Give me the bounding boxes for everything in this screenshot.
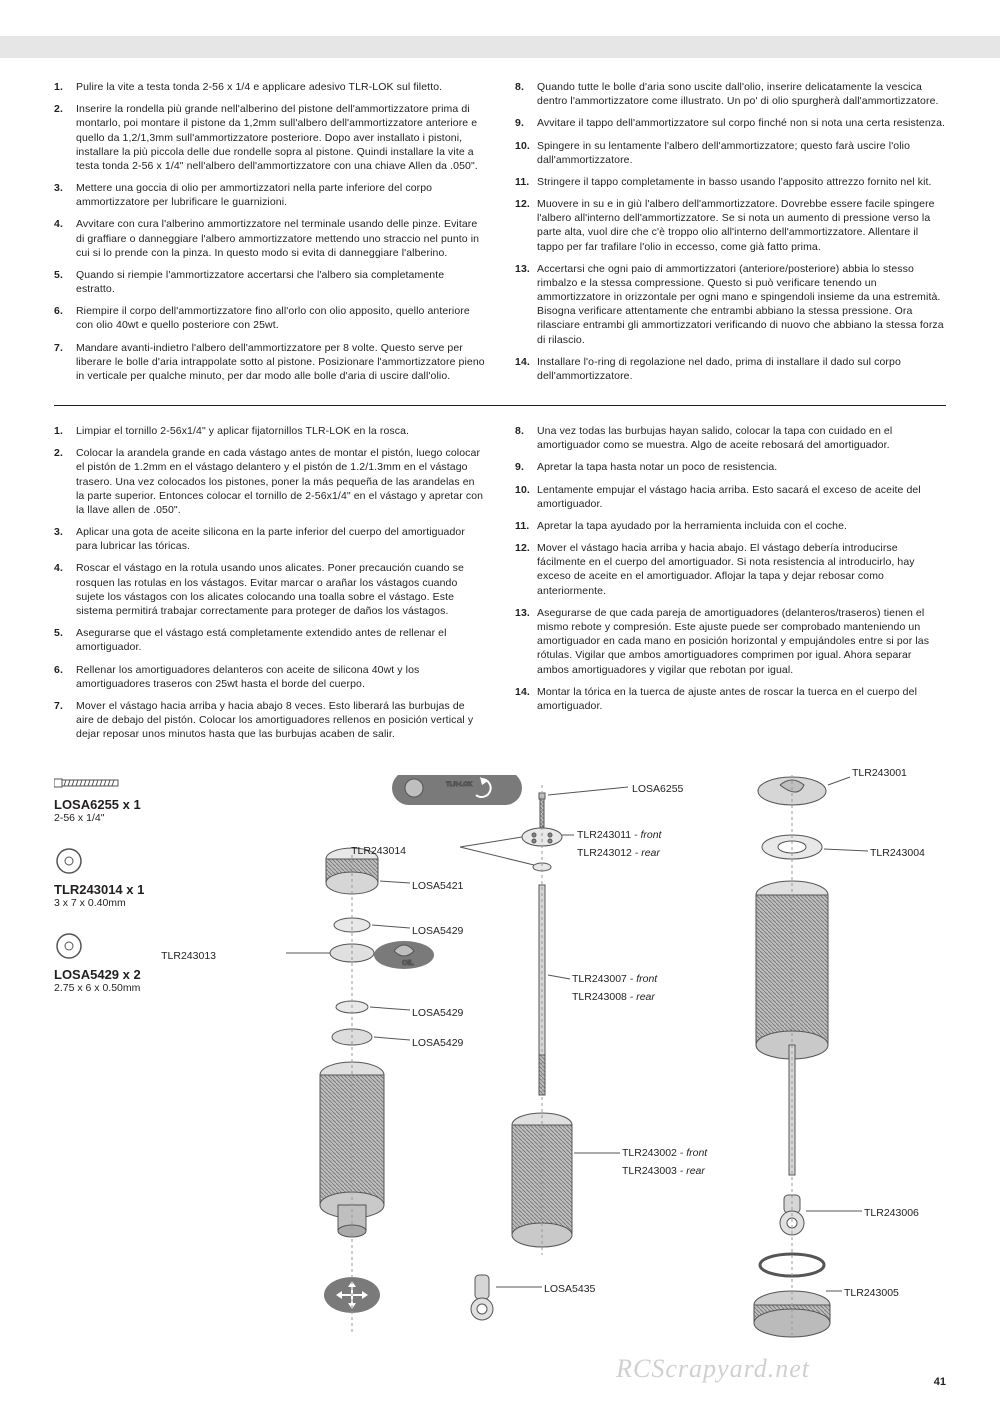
step-item: 12.Muovere in su e in giù l'albero dell'… <box>515 197 946 254</box>
diagram-area: LOSA6255 x 12-56 x 1/4" TLR243014 x 13 x … <box>54 775 946 1375</box>
step-item: 14.Installare l'o-ring di regolazione ne… <box>515 355 946 383</box>
step-item: 13.Accertarsi che ogni paio di ammortizz… <box>515 262 946 347</box>
spanish-left: 1.Limpiar el tornillo 2-56x1/4" y aplica… <box>54 424 485 741</box>
callout-label: LOSA5421 <box>412 880 463 892</box>
callout-label: TLR243005 <box>844 1287 899 1299</box>
callout-label: TLR243013 <box>161 950 216 962</box>
header-bar <box>0 36 1000 58</box>
step-item: 8.Quando tutte le bolle d'aria sono usci… <box>515 80 946 108</box>
callout-label: TLR243012 - rear <box>577 847 660 859</box>
parts-sidebar: LOSA6255 x 12-56 x 1/4" TLR243014 x 13 x … <box>54 775 222 1375</box>
callout-label: TLR243004 <box>870 847 925 859</box>
screw-icon <box>54 775 222 791</box>
italian-right: 8.Quando tutte le bolle d'aria sono usci… <box>515 80 946 383</box>
divider <box>54 405 946 406</box>
section-italian: 1.Pulire la vite a testa tonda 2-56 x 1/… <box>54 80 946 391</box>
callout-label: TLR243007 - front <box>572 973 657 985</box>
callout-label: LOSA5435 <box>544 1283 595 1295</box>
step-item: 13.Asegurarse de que cada pareja de amor… <box>515 606 946 677</box>
part-label: TLR243014 x 1 <box>54 882 222 897</box>
italian-left: 1.Pulire la vite a testa tonda 2-56 x 1/… <box>54 80 485 383</box>
callout-label: LOSA6255 <box>632 783 683 795</box>
step-item: 5.Asegurarse que el vástago está complet… <box>54 626 485 654</box>
step-item: 11.Apretar la tapa ayudado por la herram… <box>515 519 946 533</box>
part-label: LOSA6255 x 1 <box>54 797 222 812</box>
step-item: 10.Lentamente empujar el vástago hacia a… <box>515 483 946 511</box>
part-block: LOSA5429 x 22.75 x 6 x 0.50mm <box>54 931 222 994</box>
step-item: 5.Quando si riempie l'ammortizzatore acc… <box>54 268 485 296</box>
step-item: 3.Mettere una goccia di olio per ammorti… <box>54 181 485 209</box>
step-item: 4.Roscar el vástago en la rotula usando … <box>54 561 485 618</box>
exploded-diagram: TLR-LOK <box>222 775 946 1375</box>
washer-icon <box>54 846 222 876</box>
section-spanish: 1.Limpiar el tornillo 2-56x1/4" y aplica… <box>54 424 946 749</box>
step-item: 9.Apretar la tapa hasta notar un poco de… <box>515 460 946 474</box>
callout-label: TLR243011 - front <box>577 829 661 841</box>
callout-label: TLR243006 <box>864 1207 919 1219</box>
spanish-right: 8.Una vez todas las burbujas hayan salid… <box>515 424 946 713</box>
part-label: LOSA5429 x 2 <box>54 967 222 982</box>
svg-text:TLR-LOK: TLR-LOK <box>446 782 473 788</box>
part-spec: 2-56 x 1/4" <box>54 812 222 824</box>
step-item: 1.Pulire la vite a testa tonda 2-56 x 1/… <box>54 80 485 94</box>
callout-label: TLR243003 - rear <box>622 1165 705 1177</box>
step-item: 9.Avvitare il tappo dell'ammortizzatore … <box>515 116 946 130</box>
step-item: 7.Mandare avanti-indietro l'albero dell'… <box>54 341 485 384</box>
step-item: 6.Riempire il corpo dell'ammortizzatore … <box>54 304 485 332</box>
callout-label: LOSA5429 <box>412 925 463 937</box>
step-item: 4.Avvitare con cura l'alberino ammortizz… <box>54 217 485 260</box>
page-content: 1.Pulire la vite a testa tonda 2-56 x 1/… <box>54 80 946 1375</box>
callout-label: TLR243002 - front <box>622 1147 707 1159</box>
callout-label: LOSA5429 <box>412 1037 463 1049</box>
step-item: 14.Montar la tórica en la tuerca de ajus… <box>515 685 946 713</box>
callout-label: LOSA5429 <box>412 1007 463 1019</box>
part-block: TLR243014 x 13 x 7 x 0.40mm <box>54 846 222 909</box>
step-item: 10.Spingere in su lentamente l'albero de… <box>515 139 946 167</box>
step-item: 6.Rellenar los amortiguadores delanteros… <box>54 663 485 691</box>
step-item: 1.Limpiar el tornillo 2-56x1/4" y aplica… <box>54 424 485 438</box>
step-item: 12.Mover el vástago hacia arriba y hacia… <box>515 541 946 598</box>
part-spec: 2.75 x 6 x 0.50mm <box>54 982 222 994</box>
svg-text:OIL: OIL <box>402 960 414 967</box>
step-item: 2.Colocar la arandela grande en cada vás… <box>54 446 485 517</box>
part-block: LOSA6255 x 12-56 x 1/4" <box>54 775 222 824</box>
callout-label: TLR243014 <box>351 845 406 857</box>
step-item: 8.Una vez todas las burbujas hayan salid… <box>515 424 946 452</box>
step-item: 2.Inserire la rondella più grande nell'a… <box>54 102 485 173</box>
step-item: 3.Aplicar una gota de aceite silicona en… <box>54 525 485 553</box>
callout-label: TLR243001 <box>852 767 907 779</box>
step-item: 11.Stringere il tappo completamente in b… <box>515 175 946 189</box>
step-item: 7.Mover el vástago hacia arriba y hacia … <box>54 699 485 742</box>
watermark: RCScrapyard.net <box>616 1354 810 1384</box>
callout-label: TLR243008 - rear <box>572 991 655 1003</box>
page-number: 41 <box>934 1376 946 1388</box>
part-spec: 3 x 7 x 0.40mm <box>54 897 222 909</box>
